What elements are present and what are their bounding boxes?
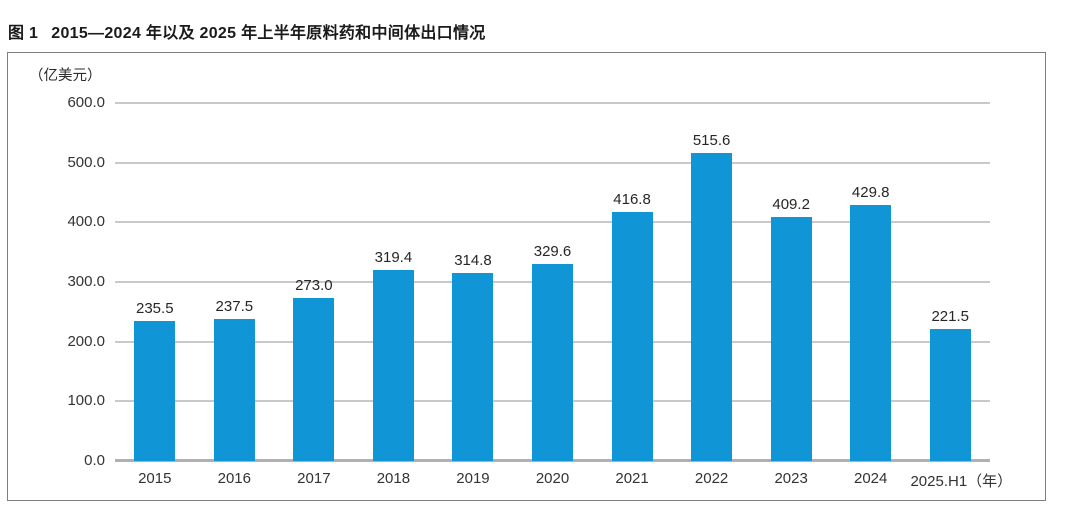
bar-series: 235.5 237.5 273.0 319.4 314.8 329.6 416.8 515.6… <box>115 53 990 461</box>
bar <box>293 298 335 461</box>
bar-value-label: 515.6 <box>692 132 731 150</box>
bar-value-label: 237.5 <box>215 298 254 316</box>
bar-slot-2024: 429.8 <box>831 184 911 461</box>
y-axis-unit-label: （亿美元） <box>29 68 102 84</box>
bar-slot-2023: 409.2 <box>751 196 831 461</box>
x-tick-label: 2016 <box>217 470 251 487</box>
bar-slot-2018: 319.4 <box>354 249 434 461</box>
bar <box>134 320 176 461</box>
bar <box>532 264 573 461</box>
figure-title-text: 2015—2024 年以及 2025 年上半年原料药和中间体出口情况 <box>51 25 486 42</box>
bar-slot-2020: 329.6 <box>513 243 593 461</box>
figure-number-label: 图 1 <box>8 25 39 42</box>
x-tick-label: 2024 <box>854 470 888 487</box>
x-tick-label: 2020 <box>535 470 570 487</box>
bar-value-label: 235.5 <box>136 299 174 317</box>
x-tick-label: 2025.H1（年） <box>910 473 1013 490</box>
bar-value-label: 409.2 <box>772 195 810 213</box>
x-tick-label: 2019 <box>456 470 490 487</box>
bar-value-label: 329.6 <box>533 243 572 261</box>
bar-slot-2017: 273.0 <box>274 277 354 461</box>
y-tick-label: 200.0 <box>67 332 105 350</box>
x-tick-label: 2017 <box>297 470 331 487</box>
bar-value-label: 273.0 <box>295 277 333 295</box>
bar-value-label: 221.5 <box>931 307 970 325</box>
x-tick-label: 2023 <box>774 470 808 487</box>
x-tick-label: 2015 <box>138 470 172 487</box>
x-tick-label: 2018 <box>376 470 411 487</box>
bar <box>213 319 255 461</box>
bar <box>929 328 971 461</box>
bar <box>691 153 733 461</box>
bar <box>452 273 494 461</box>
bar-value-label: 314.8 <box>454 252 492 270</box>
y-tick-label: 400.0 <box>67 213 105 231</box>
x-tick-label: 2022 <box>694 470 729 487</box>
bar-slot-2016: 237.5 <box>195 298 275 461</box>
bar-value-label: 429.8 <box>851 183 890 201</box>
bar-slot-2025.H1: 221.5 <box>910 308 990 461</box>
x-tick-label: 2021 <box>615 470 649 487</box>
bar-slot-2022: 515.6 <box>672 132 752 461</box>
bar-slot-2019: 314.8 <box>433 252 513 461</box>
gridline <box>115 221 990 224</box>
bar <box>372 270 414 461</box>
bar <box>850 204 892 461</box>
bar-slot-2015: 235.5 <box>115 299 195 461</box>
y-axis: 600.0 500.0 400.0 300.0 200.0 100.0 0.0 <box>8 94 105 469</box>
gridline <box>115 161 990 164</box>
x-axis: 2015 2016 2017 2018 2019 2020 2021 2022 2023 2024… <box>115 470 1013 491</box>
chart-frame: （亿美元） 600.0 500.0 400.0 300.0 200.0 100.0 0.0 … <box>7 52 1046 501</box>
bar <box>770 216 812 461</box>
y-tick-label: 0.0 <box>84 452 105 469</box>
figure-title: 图 1 2015—2024 年以及 2025 年上半年原料药和中间体出口情况 <box>8 19 486 43</box>
gridline <box>115 102 990 104</box>
bar-value-label: 416.8 <box>613 191 651 209</box>
y-tick-label: 600.0 <box>67 94 105 111</box>
bar-slot-2021: 416.8 <box>592 191 672 461</box>
y-tick-label: 100.0 <box>67 392 105 410</box>
bar-value-label: 319.4 <box>374 249 413 267</box>
y-tick-label: 500.0 <box>67 153 105 171</box>
bar <box>611 212 653 461</box>
y-tick-label: 300.0 <box>67 273 105 290</box>
